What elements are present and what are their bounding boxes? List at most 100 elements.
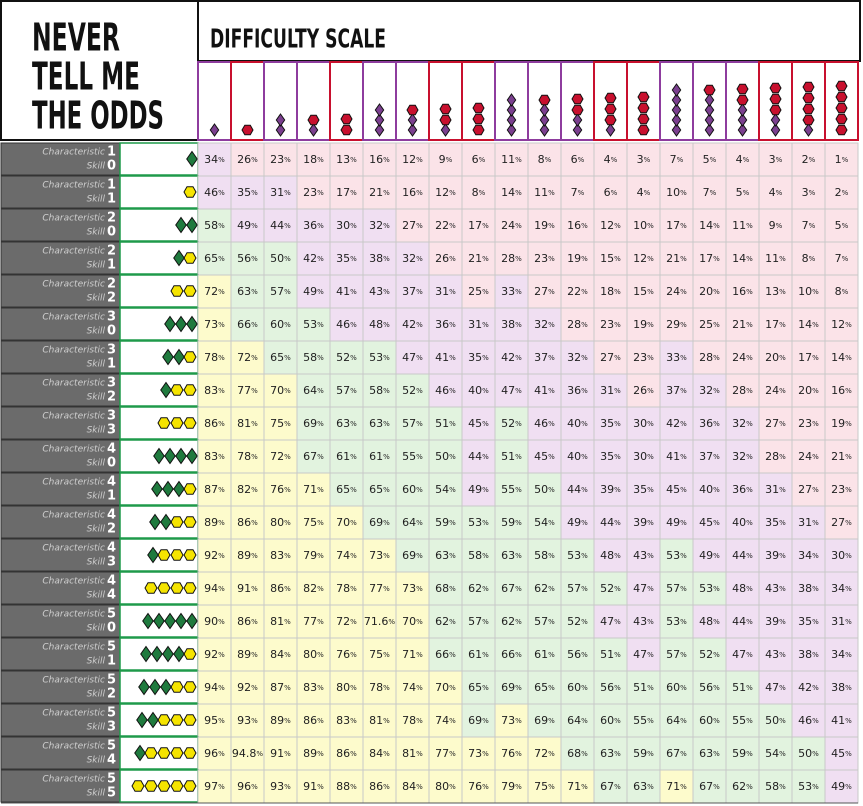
cell-number: 96 (237, 780, 251, 793)
cell-unit: % (779, 552, 786, 560)
cell-number: 63 (600, 747, 614, 760)
cell-value: 73% (369, 549, 390, 562)
cell-bg (626, 472, 661, 507)
cell-number: 45 (699, 516, 713, 529)
cell-number: 12 (831, 318, 845, 331)
cell-number: 75 (369, 648, 383, 661)
cell-number: 5 (835, 219, 842, 232)
proficiency-icon (170, 285, 184, 297)
title-line: THE ODDS (32, 94, 164, 138)
proficiency-icon (170, 549, 184, 561)
challenge-icon (835, 102, 848, 114)
cell-value: 83% (270, 549, 291, 562)
cell-number: 61 (336, 450, 350, 463)
cell-value: 21% (831, 450, 852, 463)
cell-number: 82 (303, 582, 317, 595)
difficulty-icon (737, 103, 748, 117)
cell-unit: % (416, 354, 423, 362)
cell-value: 25% (699, 318, 720, 331)
difficulty-icon (737, 123, 748, 137)
cell-unit: % (647, 222, 654, 230)
cell-bg (560, 472, 595, 507)
characteristic-label: Characteristic (42, 577, 105, 587)
cell-number: 7 (802, 219, 809, 232)
cell-unit: % (548, 585, 555, 593)
cell-number: 40 (699, 483, 713, 496)
cell-value: 70% (402, 615, 423, 628)
cell-bg (527, 175, 562, 210)
cell-bg (758, 406, 793, 441)
cell-bg (395, 571, 430, 606)
cell-bg (461, 604, 496, 639)
cell-unit: % (845, 585, 852, 593)
cell-value: 38% (831, 681, 852, 694)
cell-value: 49% (237, 219, 258, 232)
cell-value: 51% (501, 450, 522, 463)
cell-unit: % (449, 618, 456, 626)
cell-value: 31% (468, 318, 489, 331)
cell-number: 53 (369, 351, 383, 364)
cell-unit: % (779, 453, 786, 461)
cell-number: 75 (270, 417, 284, 430)
cell-unit: % (809, 189, 816, 197)
cell-unit: % (383, 486, 390, 494)
cell-bg (263, 340, 298, 375)
challenge-icon (736, 94, 749, 106)
cell-unit: % (482, 585, 489, 593)
challenge-icon (802, 103, 815, 115)
cell-number: 56 (699, 681, 713, 694)
cell-bg (593, 373, 628, 408)
difficulty-icon (374, 113, 385, 127)
cell-value: 5% (835, 219, 849, 232)
cell-number: 62 (501, 615, 515, 628)
cell-value: 78% (402, 714, 423, 727)
cell-number: 91 (237, 582, 251, 595)
cell-value: 5% (736, 186, 750, 199)
cell-value: 57% (402, 417, 423, 430)
cell-unit: % (515, 750, 522, 758)
proficiency-icon (144, 780, 158, 792)
cell-unit: % (614, 783, 621, 791)
cell-value: 39% (765, 615, 786, 628)
cell-unit: % (548, 519, 555, 527)
challenge-icon (835, 91, 848, 103)
cell-value: 90% (204, 615, 225, 628)
cell-unit: % (581, 321, 588, 329)
cell-number: 70 (402, 615, 416, 628)
cell-number: 27 (600, 351, 614, 364)
cell-number: 19 (633, 318, 647, 331)
cell-value: 74% (402, 681, 423, 694)
cell-unit: % (218, 486, 225, 494)
difficulty-icon (539, 103, 550, 117)
cell-number: 57 (402, 417, 416, 430)
cell-value: 13% (336, 153, 357, 166)
cell-bg (362, 142, 397, 177)
proficiency-icon (157, 747, 171, 759)
cell-bg (461, 175, 496, 210)
skill-number: 1 (107, 654, 116, 669)
cell-unit: % (578, 189, 585, 197)
ability-icon (160, 678, 172, 696)
cell-value: 57% (534, 615, 555, 628)
cell-bg (626, 670, 661, 705)
cell-value: 67% (699, 780, 720, 793)
cell-unit: % (479, 189, 486, 197)
cell-bg (494, 538, 529, 573)
cell-number: 31 (270, 186, 284, 199)
cell-number: 50 (270, 252, 284, 265)
cell-value: 70% (270, 384, 291, 397)
cell-bg (263, 208, 298, 243)
cell-value: 86% (237, 516, 258, 529)
cell-value: 19% (567, 252, 588, 265)
cell-unit: % (812, 519, 819, 527)
cell-value: 27% (402, 219, 423, 232)
cell-unit: % (713, 387, 720, 395)
cell-value: 48% (600, 549, 621, 562)
cell-number: 79 (501, 780, 515, 793)
cell-number: 69 (303, 417, 317, 430)
cell-value: 75% (534, 780, 555, 793)
cell-number: 49 (666, 516, 680, 529)
cell-unit: % (812, 750, 819, 758)
cell-unit: % (416, 552, 423, 560)
cell-value: 60% (567, 681, 588, 694)
